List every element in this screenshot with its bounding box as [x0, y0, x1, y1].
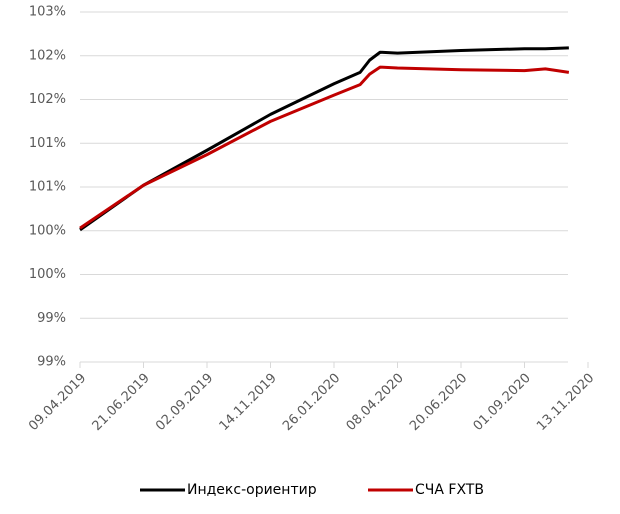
series-line — [79, 65, 570, 230]
x-tick-label: 09.04.2019 — [26, 371, 89, 434]
x-tick-label: 13.11.2020 — [534, 371, 597, 434]
x-tick-label: 26.01.2020 — [280, 371, 343, 434]
x-tick-label: 21.06.2019 — [90, 371, 153, 434]
y-tick-label: 101% — [29, 136, 66, 151]
y-tick-label: 101% — [29, 180, 66, 195]
x-tick-label: 08.04.2020 — [344, 371, 407, 434]
x-tick-label: 02.09.2019 — [153, 371, 216, 434]
x-tick-label: 01.09.2020 — [471, 371, 534, 434]
y-tick-label: 102% — [29, 48, 66, 63]
y-tick-label: 99% — [37, 311, 66, 326]
y-tick-label: 100% — [29, 223, 66, 238]
series-line — [79, 46, 569, 232]
legend-label: Индекс-ориентир — [187, 482, 317, 498]
legend-label: СЧА FXTB — [415, 482, 484, 498]
y-tick-label: 102% — [29, 92, 66, 107]
x-tick-label: 14.11.2019 — [217, 371, 280, 434]
y-tick-label: 99% — [37, 355, 66, 370]
y-tick-label: 100% — [29, 267, 66, 282]
y-tick-label: 103% — [29, 5, 66, 20]
x-tick-label: 20.06.2020 — [407, 371, 470, 434]
